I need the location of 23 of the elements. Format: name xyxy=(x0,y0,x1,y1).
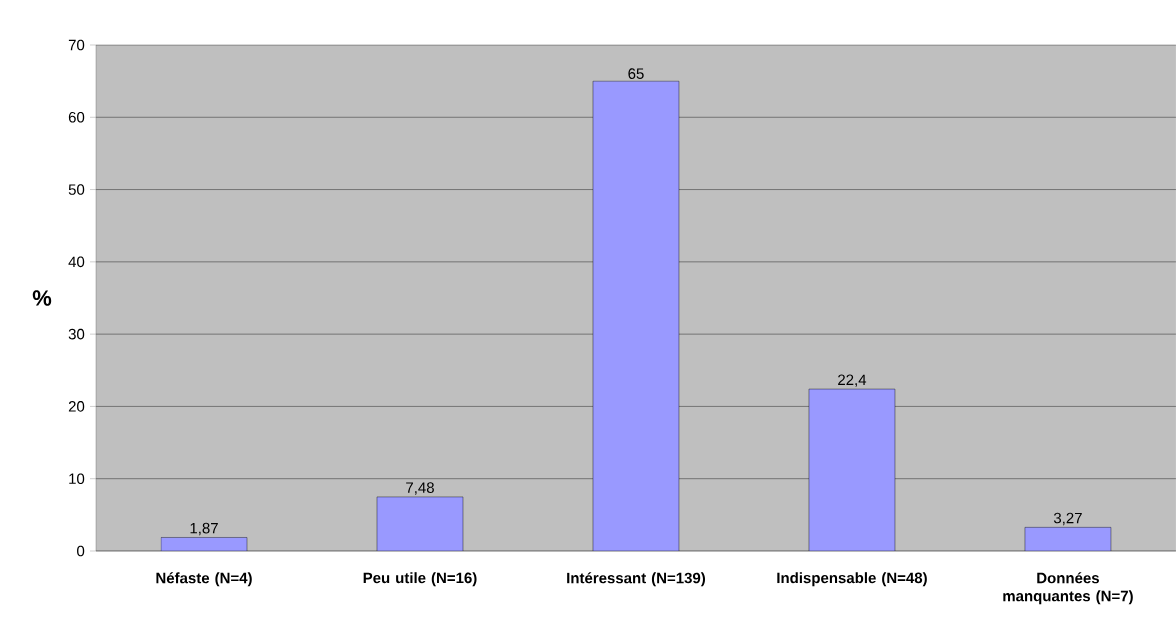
x-tick-label: Indispensable (N=48) xyxy=(777,572,927,587)
bar xyxy=(376,496,464,551)
data-label: 7,48 xyxy=(406,482,434,495)
bar xyxy=(1024,527,1112,551)
y-tick-label: 60 xyxy=(68,111,85,123)
bar xyxy=(808,388,896,551)
y-tick-label: 30 xyxy=(68,328,85,340)
data-label: 22,4 xyxy=(838,374,867,387)
x-tick-label: Données manquantes (N=7) xyxy=(1003,572,1133,605)
data-label: 3,27 xyxy=(1053,512,1082,526)
y-axis-title: % xyxy=(32,290,52,306)
x-tick-label: Peu utile (N=16) xyxy=(363,572,477,587)
y-tick-label: 40 xyxy=(68,256,85,268)
y-tick-label: 10 xyxy=(69,473,85,485)
y-tick-label: 50 xyxy=(68,184,85,195)
x-tick-label: Néfaste (N=4) xyxy=(156,572,252,587)
bar xyxy=(592,80,680,551)
y-tick-label: 0 xyxy=(77,545,85,557)
x-tick-label: Intéressant (N=139) xyxy=(567,572,706,587)
data-label: 1,87 xyxy=(190,522,218,536)
y-tick-label: 70 xyxy=(68,39,85,51)
data-label: 65 xyxy=(628,68,644,79)
y-tick-label: 20 xyxy=(68,401,85,412)
